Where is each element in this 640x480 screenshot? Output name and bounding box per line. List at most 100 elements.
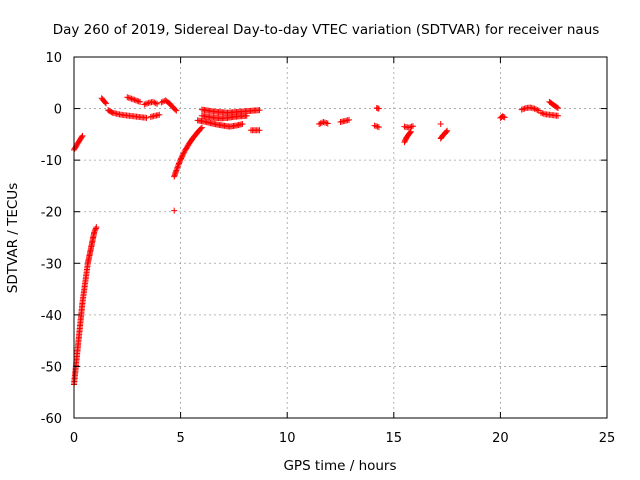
data-point <box>173 167 180 174</box>
data-point <box>443 128 450 135</box>
data-point <box>537 109 544 116</box>
data-point <box>135 98 142 105</box>
data-point <box>154 100 161 107</box>
data-point <box>144 100 151 107</box>
x-tick-label: 15 <box>386 431 403 446</box>
data-point <box>540 110 547 117</box>
data-point <box>518 106 525 113</box>
data-point <box>173 107 180 114</box>
x-tick-label: 25 <box>599 431 616 446</box>
data-point <box>128 95 135 102</box>
data-point <box>176 159 183 166</box>
data-point <box>346 116 353 123</box>
data-point <box>174 164 181 171</box>
tick-labels-layer: 0 5 10 15 20 25 10 0 -10 -20 -30 -40 -50 -60 <box>41 51 616 446</box>
x-tick-label: 5 <box>176 431 184 446</box>
data-point <box>91 229 98 236</box>
data-point <box>256 107 263 114</box>
data-point <box>102 99 109 106</box>
data-point <box>408 123 415 130</box>
data-point <box>176 160 183 167</box>
data-point <box>78 133 85 140</box>
data-point <box>407 124 414 131</box>
data-point <box>172 106 179 113</box>
y-tick-label: -40 <box>41 309 62 324</box>
data-point <box>520 106 527 113</box>
data-point <box>181 149 188 156</box>
data-point <box>407 128 414 135</box>
data-point <box>180 150 187 157</box>
data-point <box>142 100 149 107</box>
data-point <box>539 110 546 117</box>
data-point <box>371 122 378 129</box>
y-tick-label: -10 <box>41 154 62 169</box>
y-tick-label: -50 <box>41 360 62 375</box>
y-axis-label: SDTVAR / TECUs <box>5 183 21 293</box>
y-tick-label: 0 <box>54 103 62 118</box>
data-point <box>373 123 380 130</box>
data-point <box>93 224 100 231</box>
data-point <box>521 105 528 112</box>
data-point <box>141 101 148 108</box>
data-point <box>125 94 132 101</box>
x-tick-label: 20 <box>492 431 509 446</box>
data-point <box>124 94 131 101</box>
data-point <box>531 105 538 112</box>
data-point <box>152 100 159 107</box>
plot-frame <box>73 56 608 419</box>
data-point <box>407 129 414 136</box>
data-point <box>375 124 382 131</box>
data-point <box>243 112 250 119</box>
data-point <box>174 163 181 170</box>
data-point <box>173 166 180 173</box>
data-point <box>375 105 382 112</box>
data-point <box>239 121 246 128</box>
data-point <box>129 96 136 103</box>
x-axis-label: GPS time / hours <box>283 458 396 474</box>
data-point <box>409 123 416 130</box>
data-point <box>316 121 323 128</box>
data-point <box>156 111 163 118</box>
data-point <box>91 228 98 235</box>
data-point <box>79 132 86 139</box>
data-point <box>532 106 539 113</box>
data-point <box>151 99 158 106</box>
data-point <box>501 114 508 121</box>
chart-title: Day 260 of 2019, Sidereal Day-to-day VTE… <box>53 22 600 38</box>
data-point <box>175 161 182 168</box>
y-tick-label: -60 <box>41 412 62 427</box>
data-point <box>405 124 412 131</box>
data-point <box>437 121 444 128</box>
data-point <box>158 99 165 106</box>
data-point <box>256 127 263 134</box>
data-point <box>198 124 205 131</box>
y-tick-label: 10 <box>45 51 62 66</box>
data-point <box>444 127 451 134</box>
data-point <box>374 123 381 130</box>
data-point <box>149 98 156 105</box>
data-point <box>317 120 324 127</box>
data-point <box>554 105 561 112</box>
data-point <box>127 95 134 102</box>
data-point <box>179 151 186 158</box>
data-point <box>324 120 331 127</box>
data-point <box>197 125 204 132</box>
y-tick-label: -30 <box>41 257 62 272</box>
data-point <box>143 114 150 121</box>
data-point <box>553 104 560 111</box>
data-points-layer <box>71 94 561 388</box>
data-point <box>92 226 99 233</box>
data-point <box>102 100 109 107</box>
ticks-layer <box>73 56 608 419</box>
data-point <box>132 97 139 104</box>
data-point <box>179 153 186 160</box>
data-point <box>134 97 141 104</box>
data-point <box>554 112 561 119</box>
y-tick-label: -20 <box>41 206 62 221</box>
data-point <box>534 106 541 113</box>
x-tick-label: 10 <box>279 431 296 446</box>
data-point <box>323 120 330 127</box>
data-point <box>500 113 507 120</box>
